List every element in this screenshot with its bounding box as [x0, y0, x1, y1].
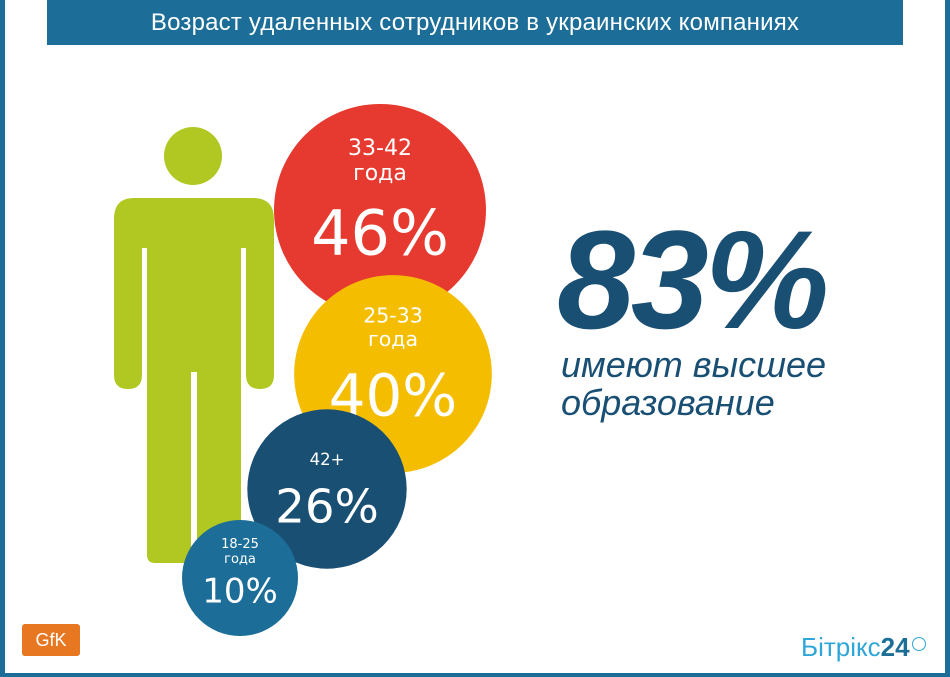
bubble-label-42-plus: 42+ [310, 450, 345, 469]
stat-caption: имеют высшее образование [561, 346, 826, 422]
bubble-circle-18-25 [182, 520, 298, 636]
page-title: Возраст удаленных сотрудников в украинск… [47, 0, 903, 45]
bubble-label-18-25: 18-25 [221, 537, 259, 552]
bubble-value-18-25: 10% [202, 571, 278, 611]
person-figure-icon [114, 127, 274, 563]
bubble-circle-42-plus [247, 409, 407, 569]
bubble-42-plus: 42+ 26% [247, 409, 407, 569]
person-body [114, 198, 274, 563]
bubble-label-25-33: 25-33 [363, 304, 423, 328]
clock-icon [911, 636, 926, 651]
stat-caption-line-1: имеют высшее [561, 344, 826, 385]
bubble-18-25: 18-25 года 10% [182, 520, 298, 636]
bubble-sublabel-25-33: года [368, 327, 418, 351]
stat-caption-line-2: образование [561, 382, 775, 423]
bubble-value-42-plus: 26% [275, 479, 379, 533]
bitrix-brand-text: Бітрікс [801, 632, 881, 662]
bubble-sublabel-18-25: года [224, 552, 256, 567]
age-chart: 33-42 года 46% 25-33 года 40% 42+ 26% 18… [114, 104, 492, 636]
bubble-value-33-42: 46% [311, 197, 449, 270]
bitrix24-logo: Бітрікс 24 [801, 632, 926, 663]
bubble-sublabel-33-42: года [353, 161, 407, 186]
bitrix-brand-number: 24 [880, 632, 910, 662]
bubble-label-33-42: 33-42 [348, 136, 412, 161]
person-head [164, 127, 222, 185]
bubble-circle-33-42 [274, 104, 486, 316]
gfk-logo: GfK [22, 624, 80, 656]
bubble-33-42: 33-42 года 46% [274, 104, 486, 316]
higher-education-stat: 83% [557, 201, 829, 358]
